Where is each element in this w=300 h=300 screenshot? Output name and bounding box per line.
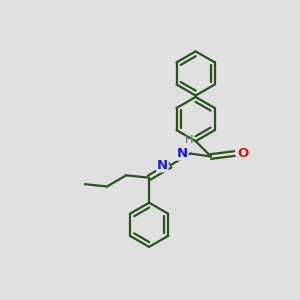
Text: N: N — [157, 159, 168, 172]
Text: H: H — [185, 135, 193, 145]
Text: N: N — [177, 147, 188, 160]
Text: O: O — [238, 147, 249, 160]
Text: N: N — [177, 147, 188, 160]
Text: O: O — [238, 147, 249, 160]
Text: N: N — [157, 159, 168, 172]
Text: H: H — [185, 135, 193, 145]
